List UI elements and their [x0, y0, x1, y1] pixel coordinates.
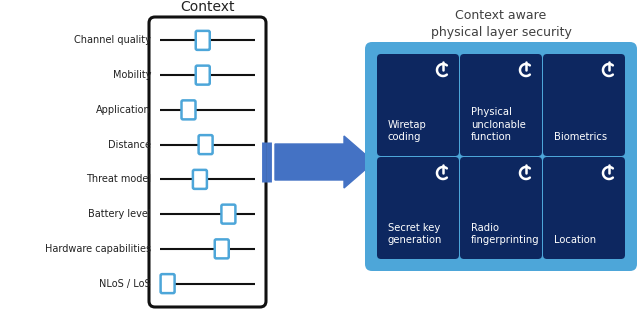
FancyBboxPatch shape: [149, 17, 266, 307]
FancyBboxPatch shape: [365, 42, 637, 271]
Text: Radio
fingerprinting: Radio fingerprinting: [471, 223, 540, 245]
Text: Location: Location: [554, 235, 596, 245]
FancyBboxPatch shape: [460, 157, 542, 259]
Text: Context: Context: [180, 0, 235, 14]
FancyBboxPatch shape: [221, 204, 236, 224]
FancyBboxPatch shape: [377, 157, 459, 259]
Text: Wiretap
coding: Wiretap coding: [388, 120, 427, 142]
Text: Threat model: Threat model: [86, 174, 151, 184]
Text: Channel quality: Channel quality: [74, 35, 151, 45]
FancyBboxPatch shape: [161, 274, 175, 293]
Text: Battery level: Battery level: [88, 209, 151, 219]
FancyArrow shape: [275, 136, 374, 188]
FancyBboxPatch shape: [543, 54, 625, 156]
FancyBboxPatch shape: [196, 31, 210, 50]
FancyBboxPatch shape: [460, 54, 542, 156]
Text: Hardware capabilities: Hardware capabilities: [45, 244, 151, 254]
Text: Mobility: Mobility: [113, 70, 151, 80]
FancyBboxPatch shape: [377, 54, 459, 156]
Text: Secret key
generation: Secret key generation: [388, 223, 442, 245]
FancyBboxPatch shape: [196, 66, 210, 85]
Text: Distance: Distance: [108, 140, 151, 150]
Text: Application: Application: [96, 105, 151, 115]
Text: Context aware
physical layer security: Context aware physical layer security: [431, 9, 572, 39]
FancyBboxPatch shape: [215, 239, 228, 258]
FancyBboxPatch shape: [193, 170, 207, 189]
Text: NLoS / LoS: NLoS / LoS: [99, 278, 151, 289]
FancyBboxPatch shape: [198, 135, 212, 154]
Text: Physical
unclonable
function: Physical unclonable function: [471, 107, 526, 142]
Text: Biometrics: Biometrics: [554, 132, 607, 142]
FancyBboxPatch shape: [182, 100, 195, 119]
FancyBboxPatch shape: [543, 157, 625, 259]
